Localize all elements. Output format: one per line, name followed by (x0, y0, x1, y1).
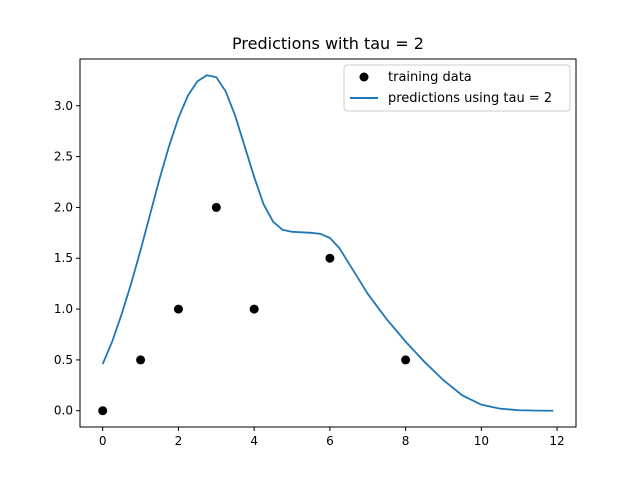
x-tick-label-6: 12 (549, 434, 564, 448)
data-point-6 (401, 355, 411, 365)
data-point-3 (211, 202, 221, 212)
y-tick-label-4: 2.0 (54, 200, 73, 214)
legend: training data predictions using tau = 2 (343, 64, 571, 112)
data-point-1 (136, 355, 146, 365)
x-tick-label-2: 4 (250, 434, 258, 448)
data-point-0 (98, 406, 108, 416)
x-tick-label-1: 2 (175, 434, 183, 448)
y-tick-label-6: 3.0 (54, 99, 73, 113)
data-point-4 (249, 304, 259, 314)
x-tick-label-5: 10 (474, 434, 489, 448)
data-point-5 (325, 253, 335, 263)
y-tick-label-0: 0.0 (54, 404, 73, 418)
y-tick-label-5: 2.5 (54, 150, 73, 164)
legend-label-predictions: predictions using tau = 2 (388, 91, 552, 106)
chart-title: Predictions with tau = 2 (232, 34, 424, 53)
plot-frame (79, 58, 577, 428)
plot-area (98, 74, 554, 416)
legend-marker-training-data (359, 72, 369, 82)
y-tick-label-2: 1.0 (54, 302, 73, 316)
legend-box (343, 64, 571, 112)
y-tick-label-3: 1.5 (54, 251, 73, 265)
x-tick-label-4: 8 (402, 434, 410, 448)
y-tick-label-1: 0.5 (54, 353, 73, 367)
x-tick-label-0: 0 (99, 434, 107, 448)
x-tick-label-3: 6 (326, 434, 334, 448)
legend-label-training-data: training data (388, 70, 472, 85)
axes: 0 2 4 6 8 10 12 0.0 0.5 1.0 1.5 2.0 2.5 3.0 (54, 99, 565, 448)
prediction-line (101, 74, 554, 412)
data-point-2 (173, 304, 183, 314)
